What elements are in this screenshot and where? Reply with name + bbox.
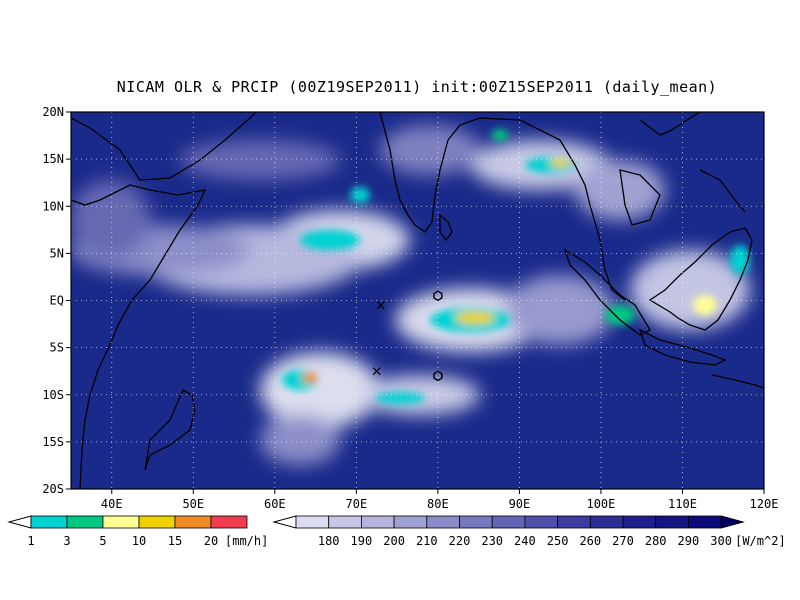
colorbar-swatch [138,515,176,529]
colorbar-high-arrow [720,515,746,529]
colorbar-label: 1 [27,534,34,548]
colorbar-label: 210 [416,534,438,548]
colorbar-label: 190 [351,534,373,548]
colorbar-unit: [W/m^2] [735,534,786,548]
colorbar-label: 290 [678,534,700,548]
colorbar-unit: [mm/h] [225,534,268,548]
colorbar-label: 220 [449,534,471,548]
colorbar-label: 200 [383,534,405,548]
storm-markers [372,290,443,382]
colorbar-label: 10 [132,534,146,548]
colorbar-swatch [66,515,104,529]
lat-tick-label: 10N [42,199,64,213]
colorbar-label: 240 [514,534,536,548]
colorbar-label: 5 [99,534,106,548]
latitude-tick-labels: 20N 15N 10N 5N EQ 5S 10S 15S 20S [42,105,71,496]
colorbar-label: 180 [318,534,340,548]
colorbar-swatch [655,515,689,529]
lon-tick-label: 40E [101,497,123,511]
lon-tick-label: 120E [750,497,779,511]
colorbar-swatch [557,515,591,529]
lat-tick-label: 5S [50,341,64,355]
colorbar-swatch [589,515,624,529]
precip-colorbar: 1 3 5 10 15 20 [mm/h] [7,515,268,548]
lon-tick-label: 110E [668,497,697,511]
colorbar-swatch [688,515,722,529]
lon-tick-label: 60E [264,497,286,511]
colorbar-label: 15 [168,534,182,548]
map-area [71,112,764,489]
colorbar-swatch [174,515,212,529]
colorbar-swatch [30,515,68,529]
hexagon-marker [433,370,443,382]
colorbar-label: 20 [204,534,218,548]
colorbar-low-arrow [272,515,297,529]
colorbar-label: 3 [63,534,70,548]
colorbar-swatch [622,515,657,529]
colorbar-label: 280 [645,534,667,548]
lat-tick-label: 15S [42,435,64,449]
lon-tick-label: 100E [586,497,615,511]
lat-lon-grid [71,112,764,489]
colorbar-label: 250 [547,534,569,548]
lon-tick-label: 70E [346,497,368,511]
lon-tick-label: 80E [427,497,449,511]
lat-tick-label: 15N [42,152,64,166]
colorbar-swatch [295,515,330,529]
colorbar-low-arrow [7,515,32,529]
olr-cloud-field [71,125,750,465]
colorbar-swatch [393,515,428,529]
map-title: NICAM OLR & PRCIP (00Z19SEP2011) init:00… [116,78,718,96]
colorbar-swatch [491,515,526,529]
lon-tick-label: 50E [182,497,204,511]
colorbar-label: 260 [579,534,601,548]
x-marker [376,301,385,310]
olr-colorbar: 180 190 200 210 220 230 240 250 260 270 280 290 300[… [272,515,786,548]
longitude-tick-labels: 40E 50E 60E 70E 80E 90E 100E 110E 120E [101,489,779,511]
colorbar-label: 270 [612,534,634,548]
lon-tick-label: 90E [509,497,531,511]
lat-tick-label: 20S [42,482,64,496]
precipitation-patches [282,129,750,404]
colorbar-swatch [102,515,140,529]
lat-tick-label: 10S [42,388,64,402]
x-marker [372,367,381,376]
lat-tick-label: 20N [42,105,64,119]
colorbar-label: 230 [481,534,503,548]
colorbar-swatch [524,515,559,529]
colorbar-swatch [459,515,493,529]
colorbar-swatch [426,515,460,529]
colorbar-swatch [360,515,395,529]
lat-tick-label: 5N [50,246,64,260]
lat-tick-label: EQ [50,294,64,308]
hexagon-marker [433,290,443,302]
colorbar-swatch [210,515,248,529]
colorbar-label: 300 [710,534,732,548]
colorbar-swatch [328,515,362,529]
